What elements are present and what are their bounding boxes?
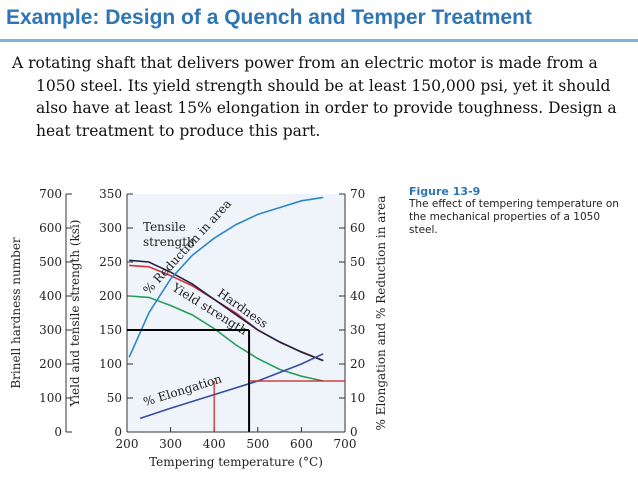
percent-tick-label: 10 [350, 391, 365, 405]
brinell-tick-label: 0 [54, 425, 62, 439]
strength-tick-label: 250 [99, 255, 122, 269]
series-line-hardness [129, 259, 324, 362]
percent-tick-label: 0 [350, 425, 358, 439]
figure-caption-text: The effect of tempering temperature on t… [409, 198, 619, 236]
problem-statement: A rotating shaft that delivers power fro… [12, 52, 630, 142]
problem-paragraph: A rotating shaft that delivers power fro… [12, 54, 617, 140]
brinell-tick-label: 300 [39, 323, 62, 337]
x-tick-label: 500 [246, 437, 269, 451]
strength-tick-label: 150 [99, 323, 122, 337]
percent-axis-label: % Elongation and % Reduction in area [374, 196, 388, 431]
x-tick-label: 300 [159, 437, 182, 451]
figure-caption: Figure 13-9 The effect of tempering temp… [409, 185, 624, 237]
brinell-axis-label: Brinell hardness number [9, 237, 23, 389]
brinell-tick-label: 400 [39, 289, 62, 303]
percent-tick-label: 60 [350, 221, 365, 235]
strength-tick-label: 50 [107, 391, 122, 405]
x-tick-label: 400 [203, 437, 226, 451]
brinell-tick-label: 600 [39, 221, 62, 235]
figure-number: Figure 13-9 [409, 185, 481, 198]
strength-tick-label: 300 [99, 221, 122, 235]
series-line-yield-strength [129, 295, 324, 382]
x-tick-label: 600 [290, 437, 313, 451]
strength-axis-label: Yield and tensile strength (ksi) [68, 220, 82, 408]
strength-tick-label: 200 [99, 289, 122, 303]
series-line-elongation [139, 353, 324, 420]
percent-tick-label: 50 [350, 255, 365, 269]
strength-tick-label: 100 [99, 357, 122, 371]
x-tick-label: 200 [116, 437, 139, 451]
title-bar: Example: Design of a Quench and Temper T… [0, 0, 638, 44]
brinell-tick-label: 500 [39, 255, 62, 269]
strength-tick-label: 0 [114, 425, 122, 439]
brinell-tick-label: 700 [39, 187, 62, 201]
label-tensile-line2: strength [143, 235, 195, 249]
tempering-chart-figure: 0 100 200 300 400 500 600 700 Brinell hardness n… [0, 178, 638, 479]
slide-title: Example: Design of a Quench and Temper T… [6, 6, 532, 29]
percent-tick-label: 20 [350, 357, 365, 371]
x-axis-label: Tempering temperature (°C) [149, 455, 323, 469]
percent-tick-label: 70 [350, 187, 365, 201]
title-underline [0, 39, 638, 42]
percent-tick-label: 40 [350, 289, 365, 303]
label-tensile-line1: Tensile [143, 220, 186, 234]
percent-tick-label: 30 [350, 323, 365, 337]
brinell-tick-label: 200 [39, 357, 62, 371]
strength-tick-label: 350 [99, 187, 122, 201]
series-line-reduction-in-area [128, 196, 324, 358]
brinell-tick-label: 100 [39, 391, 62, 405]
x-tick-label: 700 [334, 437, 357, 451]
